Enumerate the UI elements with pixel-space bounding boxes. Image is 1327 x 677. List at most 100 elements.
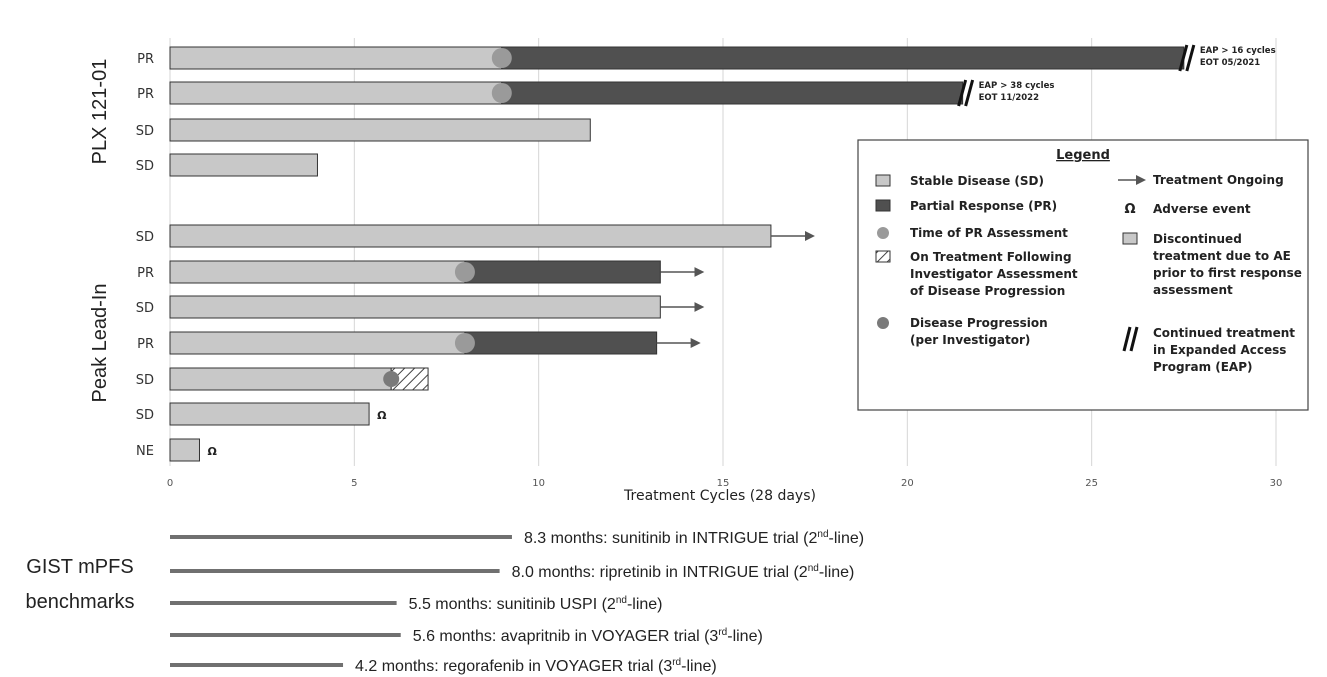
patient-row-10: SD Ω bbox=[136, 402, 387, 426]
legend-label-eap-2: in Expanded Access bbox=[1153, 343, 1286, 357]
response-label-9: SD bbox=[136, 373, 154, 388]
legend-pr-swatch bbox=[875, 199, 891, 212]
pr-assessment-marker-1 bbox=[491, 48, 512, 68]
eap-marker-1 bbox=[1178, 44, 1196, 72]
legend-item-arrow: Treatment Ongoing bbox=[1118, 173, 1284, 187]
response-label-3: SD bbox=[136, 124, 154, 139]
pr-assessment-marker-8 bbox=[454, 333, 475, 353]
benchmark-text-3: 5.5 months: sunitinib USPI (2nd-line) bbox=[409, 595, 663, 613]
legend-label-pr-1: Partial Response (PR) bbox=[910, 199, 1057, 213]
sd-segment-6 bbox=[169, 260, 466, 284]
legend-pd-dot-icon bbox=[877, 317, 889, 329]
pr-segment-1 bbox=[501, 46, 1185, 70]
pd-marker-9 bbox=[383, 371, 400, 387]
legend-item-ne-box: Discontinued treatment due to AE prior to … bbox=[1122, 232, 1302, 297]
legend-ne-swatch bbox=[1122, 232, 1138, 245]
legend-item-eap: Continued treatment in Expanded Access Pro… bbox=[1122, 326, 1295, 374]
patient-row-5: SD bbox=[136, 224, 815, 248]
legend-item-sd: Stable Disease (SD) bbox=[875, 174, 1044, 188]
x-tick-label-20: 20 bbox=[901, 478, 914, 489]
response-label-2: PR bbox=[137, 87, 154, 102]
response-label-10: SD bbox=[136, 408, 154, 423]
benchmark-row-5: 4.2 months: regorafenib in VOYAGER trial… bbox=[170, 657, 717, 675]
legend-item-pd-dot: Disease Progression (per Investigator) bbox=[877, 316, 1048, 347]
benchmark-text-4: 5.6 months: avapritnib in VOYAGER trial … bbox=[413, 627, 763, 645]
response-label-11: NE bbox=[136, 444, 154, 459]
legend-label-eap-3: Program (EAP) bbox=[1153, 360, 1253, 374]
sd-segment-2 bbox=[169, 81, 503, 105]
sd-segment-8 bbox=[169, 331, 466, 355]
response-label-8: PR bbox=[137, 337, 154, 352]
adverse-event-icon-10: Ω bbox=[377, 409, 387, 422]
legend-item-pr: Partial Response (PR) bbox=[875, 199, 1057, 213]
group-labels: PLX 121-01 Peak Lead-In bbox=[89, 59, 111, 403]
legend-label-pr-dot-1: Time of PR Assessment bbox=[910, 226, 1068, 240]
benchmark-row-3: 5.5 months: sunitinib USPI (2nd-line) bbox=[170, 595, 663, 613]
legend-label-pd-dot-2: (per Investigator) bbox=[910, 333, 1030, 347]
x-tick-label-5: 5 bbox=[351, 478, 357, 489]
eap-note-1-1: EAP > 16 cycles bbox=[1200, 46, 1276, 56]
patient-row-9: SD bbox=[136, 367, 429, 391]
legend-eap-icon bbox=[1122, 326, 1139, 352]
patient-bars: PR EAP > 16 cycles EOT 05/2021 PR EAP > 38 c… bbox=[136, 44, 1276, 462]
patient-row-8: PR bbox=[137, 331, 701, 355]
legend-label-ne-box-1: Discontinued bbox=[1153, 232, 1242, 246]
x-tick-label-0: 0 bbox=[167, 478, 173, 489]
group-label-2: Peak Lead-In bbox=[89, 284, 111, 403]
benchmark-row-1: 8.3 months: sunitinib in INTRIGUE trial … bbox=[170, 529, 864, 547]
patient-row-2: PR EAP > 38 cycles EOT 11/2022 bbox=[137, 79, 1054, 107]
benchmark-text-2: 8.0 months: ripretinib in INTRIGUE trial… bbox=[512, 563, 855, 581]
response-label-4: SD bbox=[136, 159, 154, 174]
legend-label-pd-dot-1: Disease Progression bbox=[910, 316, 1048, 330]
legend-label-sd-1: Stable Disease (SD) bbox=[910, 174, 1044, 188]
patient-row-11: NE Ω bbox=[136, 438, 217, 462]
legend-label-hatch-2: Investigator Assessment bbox=[910, 267, 1078, 281]
sd-segment-1 bbox=[169, 46, 503, 70]
eap-marker-2 bbox=[957, 79, 975, 107]
benchmark-text-5: 4.2 months: regorafenib in VOYAGER trial… bbox=[355, 657, 717, 675]
legend-item-pr-dot: Time of PR Assessment bbox=[877, 226, 1068, 240]
benchmark-label-line-2: benchmarks bbox=[26, 591, 135, 613]
legend-pr-dot-icon bbox=[877, 227, 889, 239]
pr-segment-8 bbox=[464, 331, 658, 355]
response-label-7: SD bbox=[136, 301, 154, 316]
sd-segment-5 bbox=[169, 224, 772, 248]
eap-note-1-2: EOT 05/2021 bbox=[1200, 58, 1260, 68]
sd-segment-10 bbox=[169, 402, 370, 426]
sd-segment-4 bbox=[169, 153, 318, 177]
x-tick-label-10: 10 bbox=[532, 478, 545, 489]
adverse-event-icon-11: Ω bbox=[207, 445, 217, 458]
patient-row-3: SD bbox=[136, 118, 591, 142]
legend-label-eap-1: Continued treatment bbox=[1153, 326, 1295, 340]
legend-omega-icon: Ω bbox=[1124, 202, 1135, 217]
benchmark-row-4: 5.6 months: avapritnib in VOYAGER trial … bbox=[170, 627, 763, 645]
legend-sd-swatch bbox=[875, 174, 891, 187]
pr-assessment-marker-6 bbox=[454, 262, 475, 282]
legend-label-omega-1: Adverse event bbox=[1153, 202, 1251, 216]
pr-segment-6 bbox=[464, 260, 661, 284]
x-tick-label-25: 25 bbox=[1085, 478, 1098, 489]
legend-label-ne-box-2: treatment due to AE bbox=[1153, 249, 1291, 263]
response-label-5: SD bbox=[136, 230, 154, 245]
response-label-1: PR bbox=[137, 52, 154, 67]
legend-label-hatch-3: of Disease Progression bbox=[910, 284, 1065, 298]
response-label-6: PR bbox=[137, 266, 154, 281]
benchmark-row-2: 8.0 months: ripretinib in INTRIGUE trial… bbox=[170, 563, 854, 581]
x-tick-label-15: 15 bbox=[717, 478, 730, 489]
legend-hatch-swatch bbox=[875, 250, 891, 263]
benchmark-label-line-1: GIST mPFS bbox=[26, 556, 133, 578]
benchmarks: GIST mPFS benchmarks 8.3 months: sunitin… bbox=[26, 529, 865, 675]
sd-segment-3 bbox=[169, 118, 591, 142]
eap-note-2-2: EOT 11/2022 bbox=[979, 93, 1039, 103]
legend-title: Legend bbox=[1056, 148, 1110, 163]
patient-row-7: SD bbox=[136, 295, 705, 319]
patient-row-4: SD bbox=[136, 153, 318, 177]
pr-assessment-marker-2 bbox=[491, 83, 512, 103]
legend-item-hatch: On Treatment Following Investigator Asses… bbox=[875, 250, 1078, 298]
pr-segment-2 bbox=[501, 81, 964, 105]
sd-segment-9 bbox=[169, 367, 392, 391]
sd-segment-7 bbox=[169, 295, 661, 319]
x-axis-label: Treatment Cycles (28 days) bbox=[623, 488, 816, 504]
legend: Legend Stable Disease (SD) Partial Respon… bbox=[857, 139, 1309, 411]
